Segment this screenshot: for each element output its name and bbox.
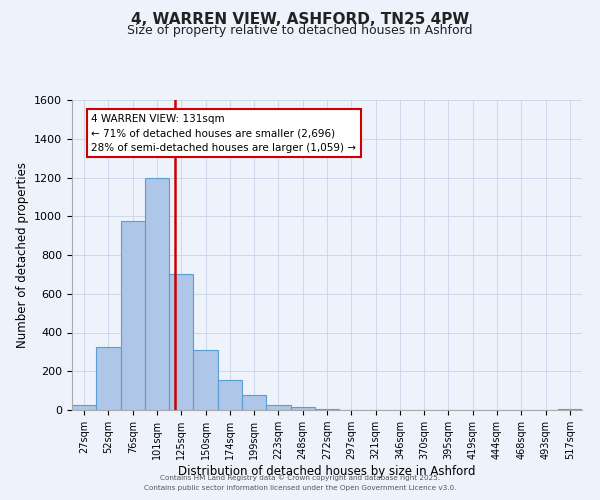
Bar bbox=[218, 380, 242, 410]
Bar bbox=[193, 350, 218, 410]
Y-axis label: Number of detached properties: Number of detached properties bbox=[16, 162, 29, 348]
X-axis label: Distribution of detached houses by size in Ashford: Distribution of detached houses by size … bbox=[178, 465, 476, 478]
Text: Contains HM Land Registry data © Crown copyright and database right 2025.: Contains HM Land Registry data © Crown c… bbox=[160, 474, 440, 481]
Bar bbox=[266, 405, 290, 410]
Bar bbox=[169, 274, 193, 410]
Text: Size of property relative to detached houses in Ashford: Size of property relative to detached ho… bbox=[127, 24, 473, 37]
Text: 4, WARREN VIEW, ASHFORD, TN25 4PW: 4, WARREN VIEW, ASHFORD, TN25 4PW bbox=[131, 12, 469, 28]
Bar bbox=[315, 409, 339, 410]
Bar bbox=[145, 178, 169, 410]
Bar bbox=[242, 396, 266, 410]
Bar bbox=[290, 407, 315, 410]
Bar bbox=[72, 405, 96, 410]
Bar bbox=[121, 221, 145, 410]
Text: Contains public sector information licensed under the Open Government Licence v3: Contains public sector information licen… bbox=[144, 485, 456, 491]
Text: 4 WARREN VIEW: 131sqm
← 71% of detached houses are smaller (2,696)
28% of semi-d: 4 WARREN VIEW: 131sqm ← 71% of detached … bbox=[91, 114, 356, 153]
Bar bbox=[558, 409, 582, 410]
Bar bbox=[96, 347, 121, 410]
